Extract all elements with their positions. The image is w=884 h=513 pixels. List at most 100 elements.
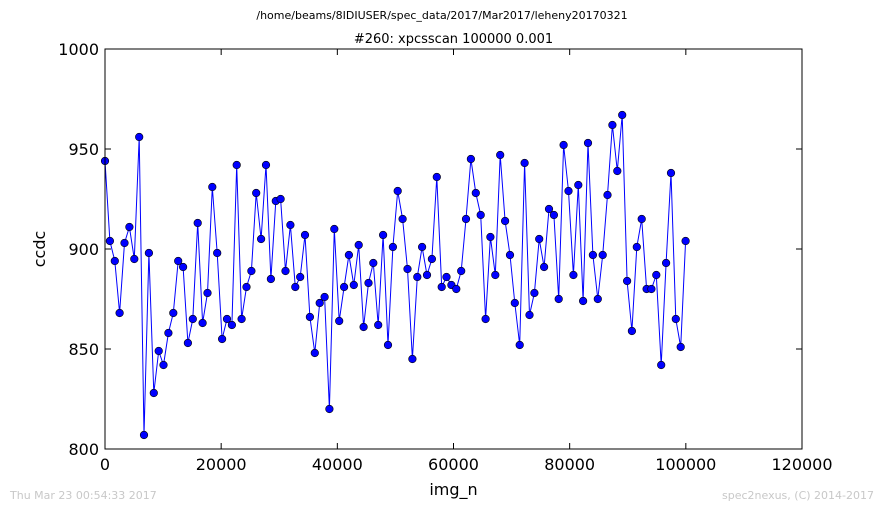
data-point bbox=[300, 230, 310, 240]
data-point bbox=[491, 270, 500, 280]
data-point bbox=[193, 218, 202, 228]
data-point bbox=[583, 138, 593, 148]
data-point bbox=[379, 230, 388, 240]
data-point bbox=[437, 282, 446, 292]
data-point bbox=[544, 204, 554, 214]
data-point bbox=[305, 312, 315, 322]
data-point bbox=[135, 132, 144, 142]
data-point bbox=[398, 214, 407, 224]
data-point bbox=[676, 342, 685, 352]
data-point bbox=[510, 298, 519, 308]
file-path-title: /home/beams/8IDIUSER/spec_data/2017/Mar2… bbox=[256, 9, 628, 22]
data-point bbox=[296, 272, 305, 282]
data-point bbox=[291, 282, 300, 292]
data-point bbox=[569, 270, 578, 280]
data-point bbox=[149, 388, 158, 398]
data-point bbox=[183, 338, 192, 348]
data-point bbox=[525, 310, 534, 320]
data-point bbox=[203, 288, 212, 298]
data-point bbox=[335, 316, 344, 326]
y-tick-label: 850 bbox=[68, 340, 99, 359]
data-point bbox=[452, 284, 461, 294]
data-point bbox=[359, 322, 368, 332]
data-point bbox=[535, 234, 544, 244]
data-point bbox=[115, 308, 124, 318]
data-point bbox=[403, 264, 412, 274]
data-point bbox=[164, 328, 173, 338]
data-point bbox=[286, 220, 295, 230]
data-point bbox=[154, 346, 163, 356]
x-tick-label: 80000 bbox=[544, 455, 595, 474]
data-point bbox=[315, 298, 324, 308]
data-point bbox=[110, 256, 119, 266]
data-point bbox=[578, 296, 588, 306]
data-point bbox=[208, 182, 217, 192]
data-point bbox=[179, 262, 188, 272]
data-point bbox=[661, 258, 671, 268]
data-point bbox=[125, 222, 134, 232]
data-point bbox=[383, 340, 393, 350]
tick-layer: 0 20000 40000 60000 80000 100000 120000 800 850 9… bbox=[58, 40, 832, 474]
data-point bbox=[496, 150, 505, 160]
data-point bbox=[657, 360, 666, 370]
data-point bbox=[261, 160, 271, 170]
data-point bbox=[501, 216, 510, 226]
x-axis-label: img_n bbox=[429, 480, 477, 500]
data-point bbox=[310, 348, 319, 358]
data-point bbox=[364, 278, 373, 288]
data-point bbox=[627, 326, 637, 336]
plot-area bbox=[105, 49, 802, 449]
data-point bbox=[198, 318, 207, 328]
data-point bbox=[242, 282, 251, 292]
data-point bbox=[427, 254, 437, 264]
data-point bbox=[559, 140, 568, 150]
series-line bbox=[104, 114, 687, 436]
data-point bbox=[588, 250, 598, 260]
data-point bbox=[188, 314, 197, 324]
data-point bbox=[418, 242, 427, 252]
data-point bbox=[603, 190, 612, 200]
data-point bbox=[574, 180, 583, 190]
data-point bbox=[174, 256, 183, 266]
y-tick-label: 1000 bbox=[58, 40, 99, 59]
data-point bbox=[349, 280, 358, 290]
y-tick-label: 900 bbox=[68, 240, 99, 259]
data-point bbox=[486, 232, 495, 242]
data-point bbox=[393, 186, 402, 196]
data-point bbox=[257, 234, 266, 244]
data-point bbox=[139, 430, 149, 440]
x-tick-label: 60000 bbox=[428, 455, 479, 474]
data-point bbox=[266, 274, 276, 284]
data-point bbox=[618, 110, 627, 120]
x-tick-label: 100000 bbox=[655, 455, 716, 474]
data-point bbox=[276, 194, 285, 204]
data-point bbox=[608, 120, 617, 130]
data-point bbox=[330, 224, 339, 234]
data-point bbox=[432, 172, 441, 182]
data-point bbox=[622, 276, 632, 286]
series-layer bbox=[100, 110, 690, 440]
data-point bbox=[681, 236, 690, 246]
data-point bbox=[539, 262, 549, 272]
data-point bbox=[213, 248, 222, 258]
data-point bbox=[105, 236, 114, 246]
data-point bbox=[130, 254, 139, 264]
x-tick-label: 40000 bbox=[312, 455, 363, 474]
data-point bbox=[354, 240, 363, 250]
footer-credit: spec2nexus, (C) 2014-2017 bbox=[722, 489, 874, 502]
data-point bbox=[144, 248, 153, 258]
data-point bbox=[247, 266, 256, 276]
data-point bbox=[476, 210, 485, 220]
data-point bbox=[647, 284, 656, 294]
data-point bbox=[169, 308, 178, 318]
data-point bbox=[652, 270, 661, 280]
data-point bbox=[598, 250, 607, 260]
data-point bbox=[222, 314, 232, 324]
data-point bbox=[564, 186, 573, 196]
data-point bbox=[481, 314, 490, 324]
data-point bbox=[461, 214, 471, 224]
data-point bbox=[227, 320, 236, 330]
x-tick-label: 20000 bbox=[196, 455, 247, 474]
